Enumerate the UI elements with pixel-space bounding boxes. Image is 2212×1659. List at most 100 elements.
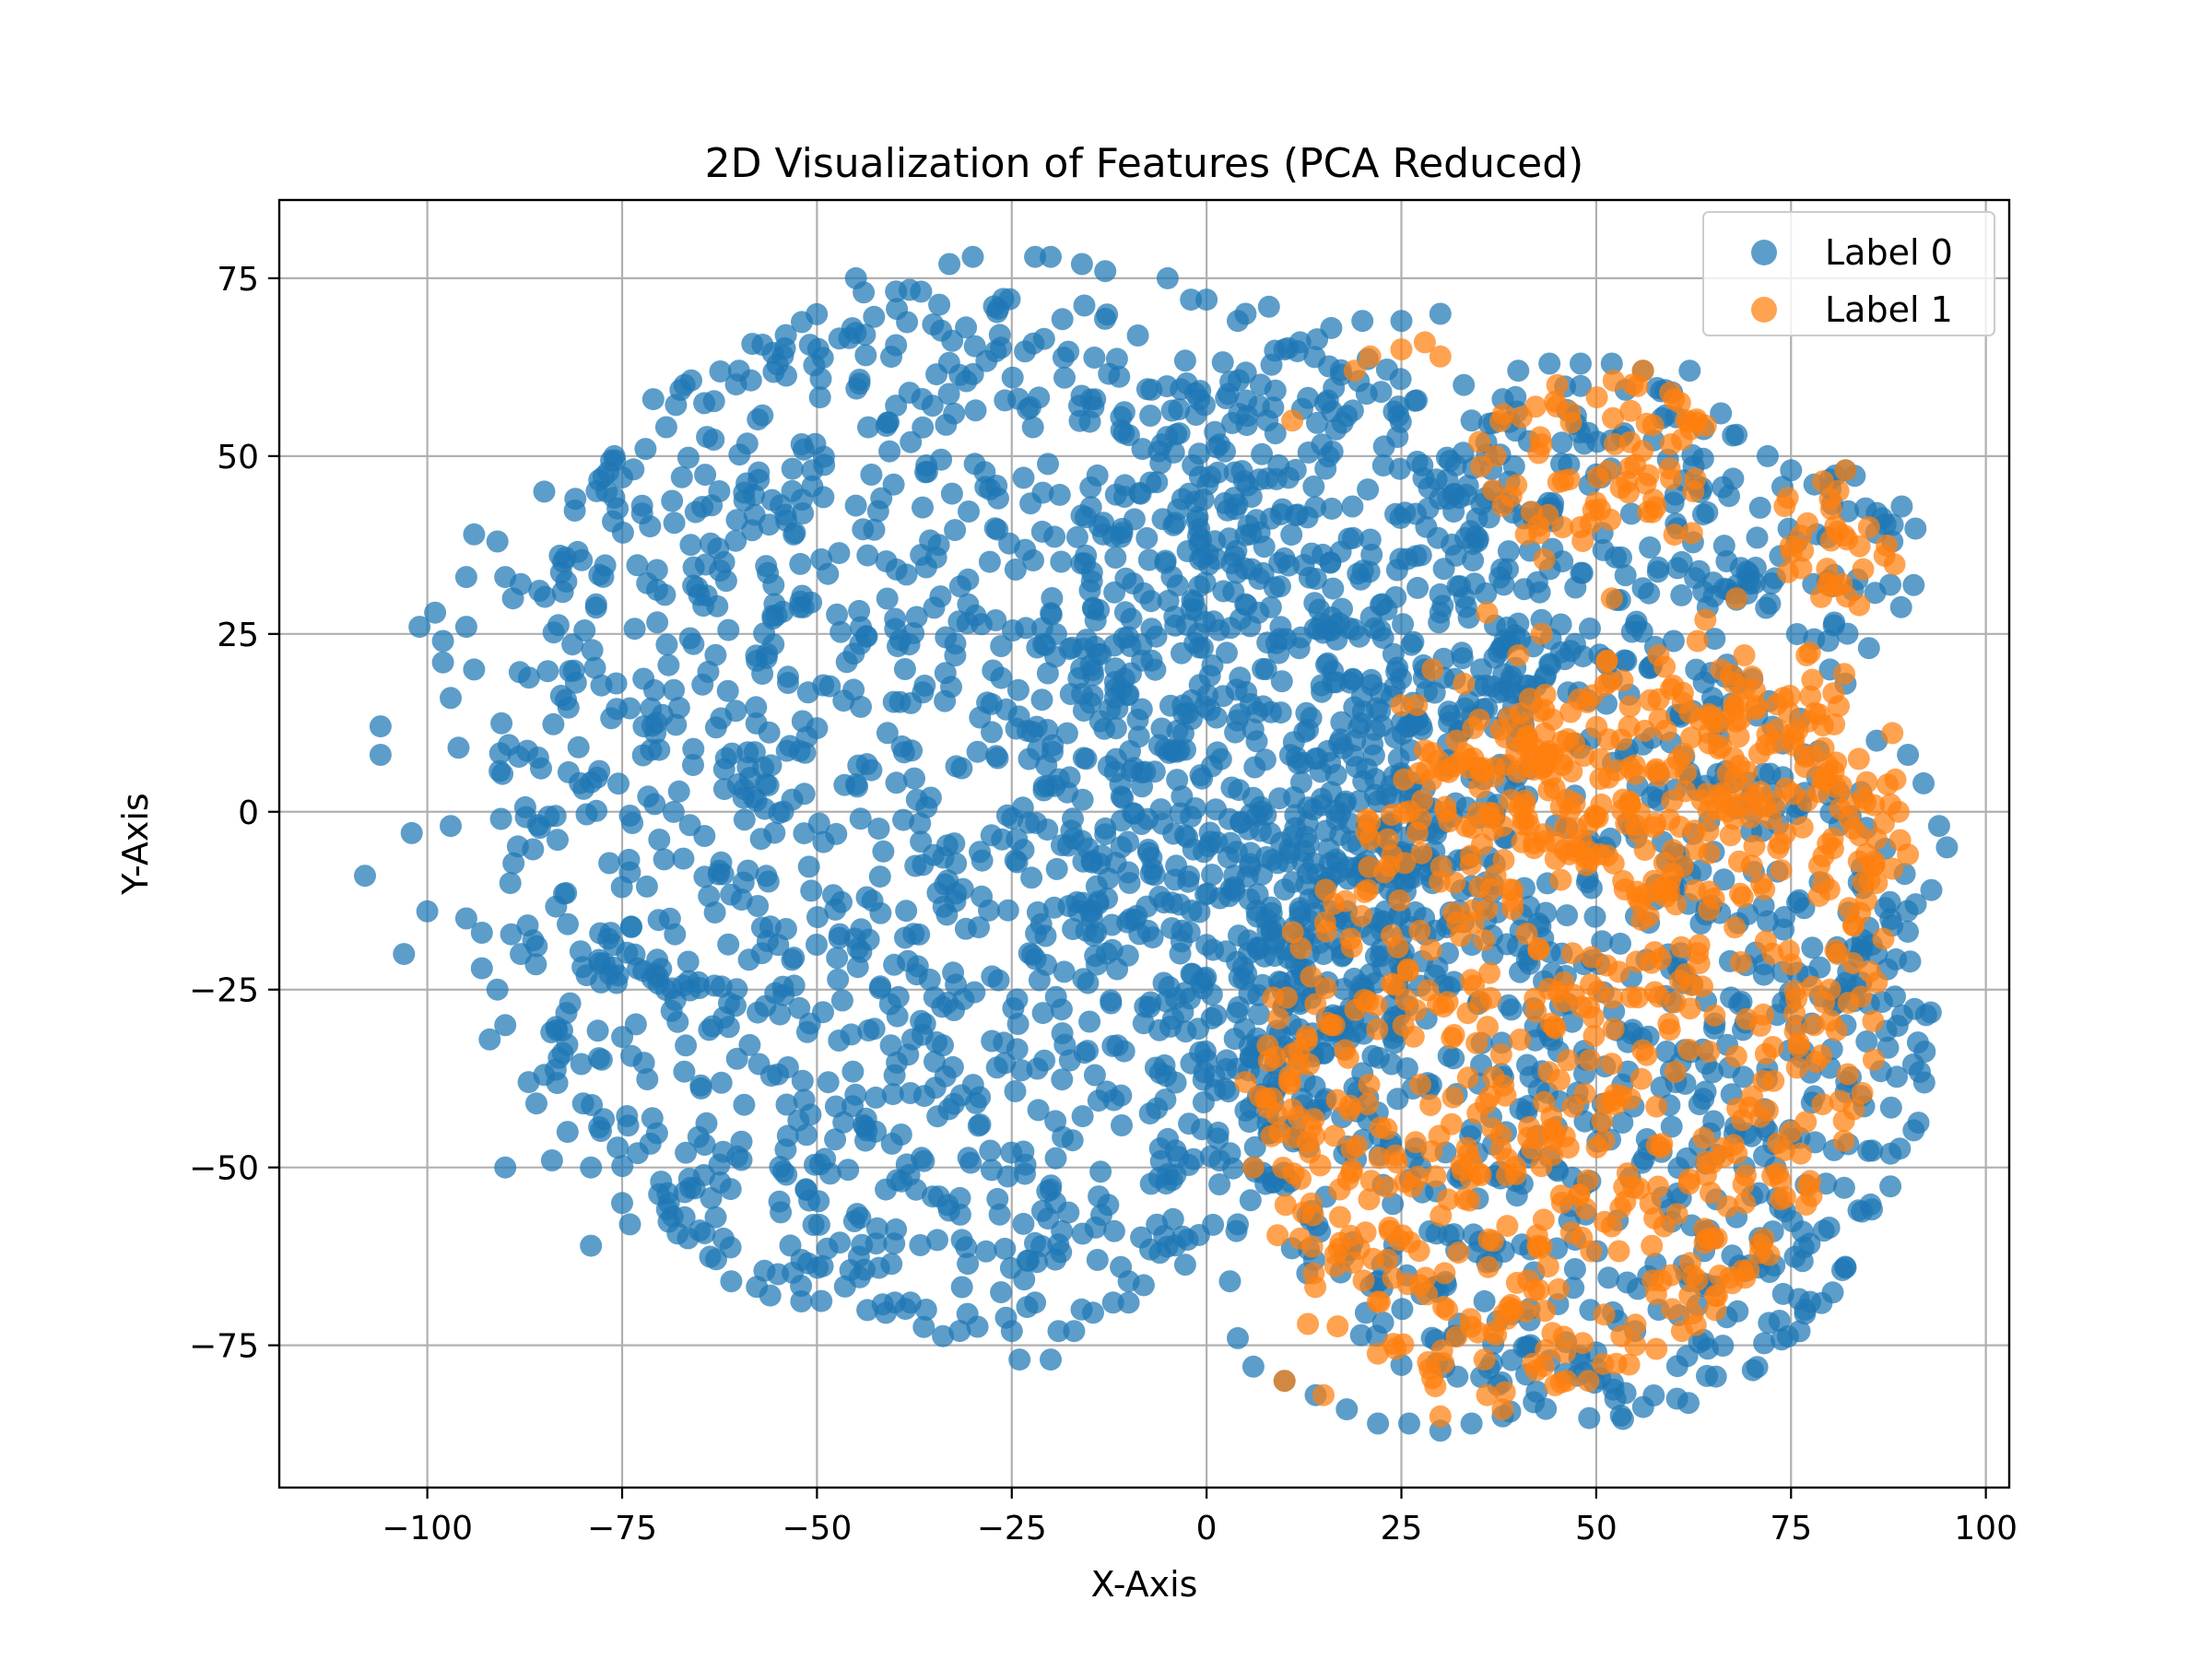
data-point xyxy=(1030,688,1053,712)
data-point xyxy=(1492,573,1515,596)
data-point xyxy=(1201,864,1224,887)
data-point xyxy=(1334,1039,1357,1062)
data-point xyxy=(1289,626,1312,649)
data-point xyxy=(1585,1135,1608,1159)
data-point xyxy=(967,1114,990,1137)
data-point xyxy=(682,754,704,776)
data-point xyxy=(827,968,850,991)
data-point xyxy=(1518,688,1541,711)
data-point xyxy=(1282,731,1305,754)
data-point xyxy=(1139,405,1162,427)
data-point xyxy=(968,916,990,939)
data-point xyxy=(1791,816,1814,839)
data-point xyxy=(1794,746,1817,768)
data-point xyxy=(1028,969,1051,992)
legend-label-0: Label 0 xyxy=(1825,232,1953,273)
data-point xyxy=(1429,582,1452,606)
data-point xyxy=(1460,1412,1483,1435)
data-point xyxy=(1385,1151,1408,1174)
data-point xyxy=(534,585,557,608)
data-point xyxy=(634,438,657,461)
data-point xyxy=(1591,1110,1614,1132)
data-point xyxy=(940,482,963,505)
data-point xyxy=(717,933,740,956)
data-point xyxy=(1584,806,1606,829)
data-point xyxy=(1638,582,1661,605)
data-point xyxy=(1180,688,1203,712)
data-point xyxy=(1712,476,1735,499)
data-point xyxy=(817,1071,840,1094)
data-point xyxy=(1330,711,1353,734)
data-point xyxy=(1829,797,1852,820)
data-point xyxy=(1159,694,1182,717)
legend-marker-label-0 xyxy=(1751,240,1777,265)
data-point xyxy=(840,1023,863,1046)
data-point xyxy=(1378,1219,1401,1242)
data-point xyxy=(1831,1259,1853,1281)
data-point xyxy=(848,599,871,622)
data-point xyxy=(1382,1031,1406,1054)
data-point xyxy=(1102,1219,1125,1242)
data-point xyxy=(893,658,916,680)
data-point xyxy=(1407,1240,1430,1263)
data-point xyxy=(1889,595,1912,618)
data-point xyxy=(1457,690,1480,713)
data-point xyxy=(1578,1406,1601,1430)
data-point xyxy=(1755,596,1778,619)
data-point xyxy=(1770,859,1793,882)
data-point xyxy=(919,786,942,809)
data-point xyxy=(1666,557,1689,580)
data-point xyxy=(694,464,717,487)
data-point xyxy=(1551,469,1574,492)
data-point xyxy=(981,1030,1004,1053)
data-point xyxy=(1057,340,1080,363)
data-point xyxy=(1453,373,1476,396)
data-point xyxy=(663,512,686,535)
data-point xyxy=(1001,366,1024,389)
data-point xyxy=(996,1165,1019,1188)
data-point xyxy=(876,587,899,610)
data-point xyxy=(963,453,986,476)
data-point xyxy=(1072,968,1095,991)
data-point xyxy=(454,907,477,930)
data-point xyxy=(1556,904,1579,927)
data-point xyxy=(1607,960,1630,983)
data-point xyxy=(1561,1095,1584,1118)
data-point xyxy=(1857,637,1880,660)
data-point xyxy=(1351,310,1374,333)
data-point xyxy=(1661,789,1684,812)
data-point xyxy=(1581,946,1603,969)
data-point xyxy=(957,1147,980,1170)
data-point xyxy=(830,620,853,643)
y-tick-label: −25 xyxy=(189,972,259,1010)
data-point xyxy=(980,692,1003,715)
data-point xyxy=(1154,1088,1177,1112)
data-point xyxy=(1083,347,1106,369)
data-point xyxy=(1206,436,1228,459)
data-point xyxy=(1409,1073,1431,1096)
data-point xyxy=(607,772,629,795)
data-point xyxy=(1159,1015,1182,1038)
data-point xyxy=(611,1155,634,1178)
data-point xyxy=(877,411,900,434)
data-point xyxy=(1185,509,1208,532)
data-point xyxy=(1769,831,1792,854)
data-point xyxy=(826,947,849,970)
data-point xyxy=(393,943,416,966)
data-point xyxy=(704,1206,727,1229)
data-point xyxy=(1698,1041,1721,1063)
data-point xyxy=(1191,1118,1214,1141)
data-point xyxy=(663,678,686,701)
data-point xyxy=(1665,1203,1688,1226)
data-point xyxy=(1473,1348,1496,1371)
data-point xyxy=(1424,1165,1447,1188)
data-point xyxy=(1554,1341,1577,1364)
data-point xyxy=(1818,978,1841,1001)
data-point xyxy=(1523,1391,1546,1414)
data-point xyxy=(1062,918,1085,940)
data-point xyxy=(1051,1068,1074,1091)
data-point xyxy=(1678,1284,1701,1307)
data-point xyxy=(948,1320,971,1343)
data-point xyxy=(1601,986,1623,1009)
data-point xyxy=(494,1156,517,1179)
